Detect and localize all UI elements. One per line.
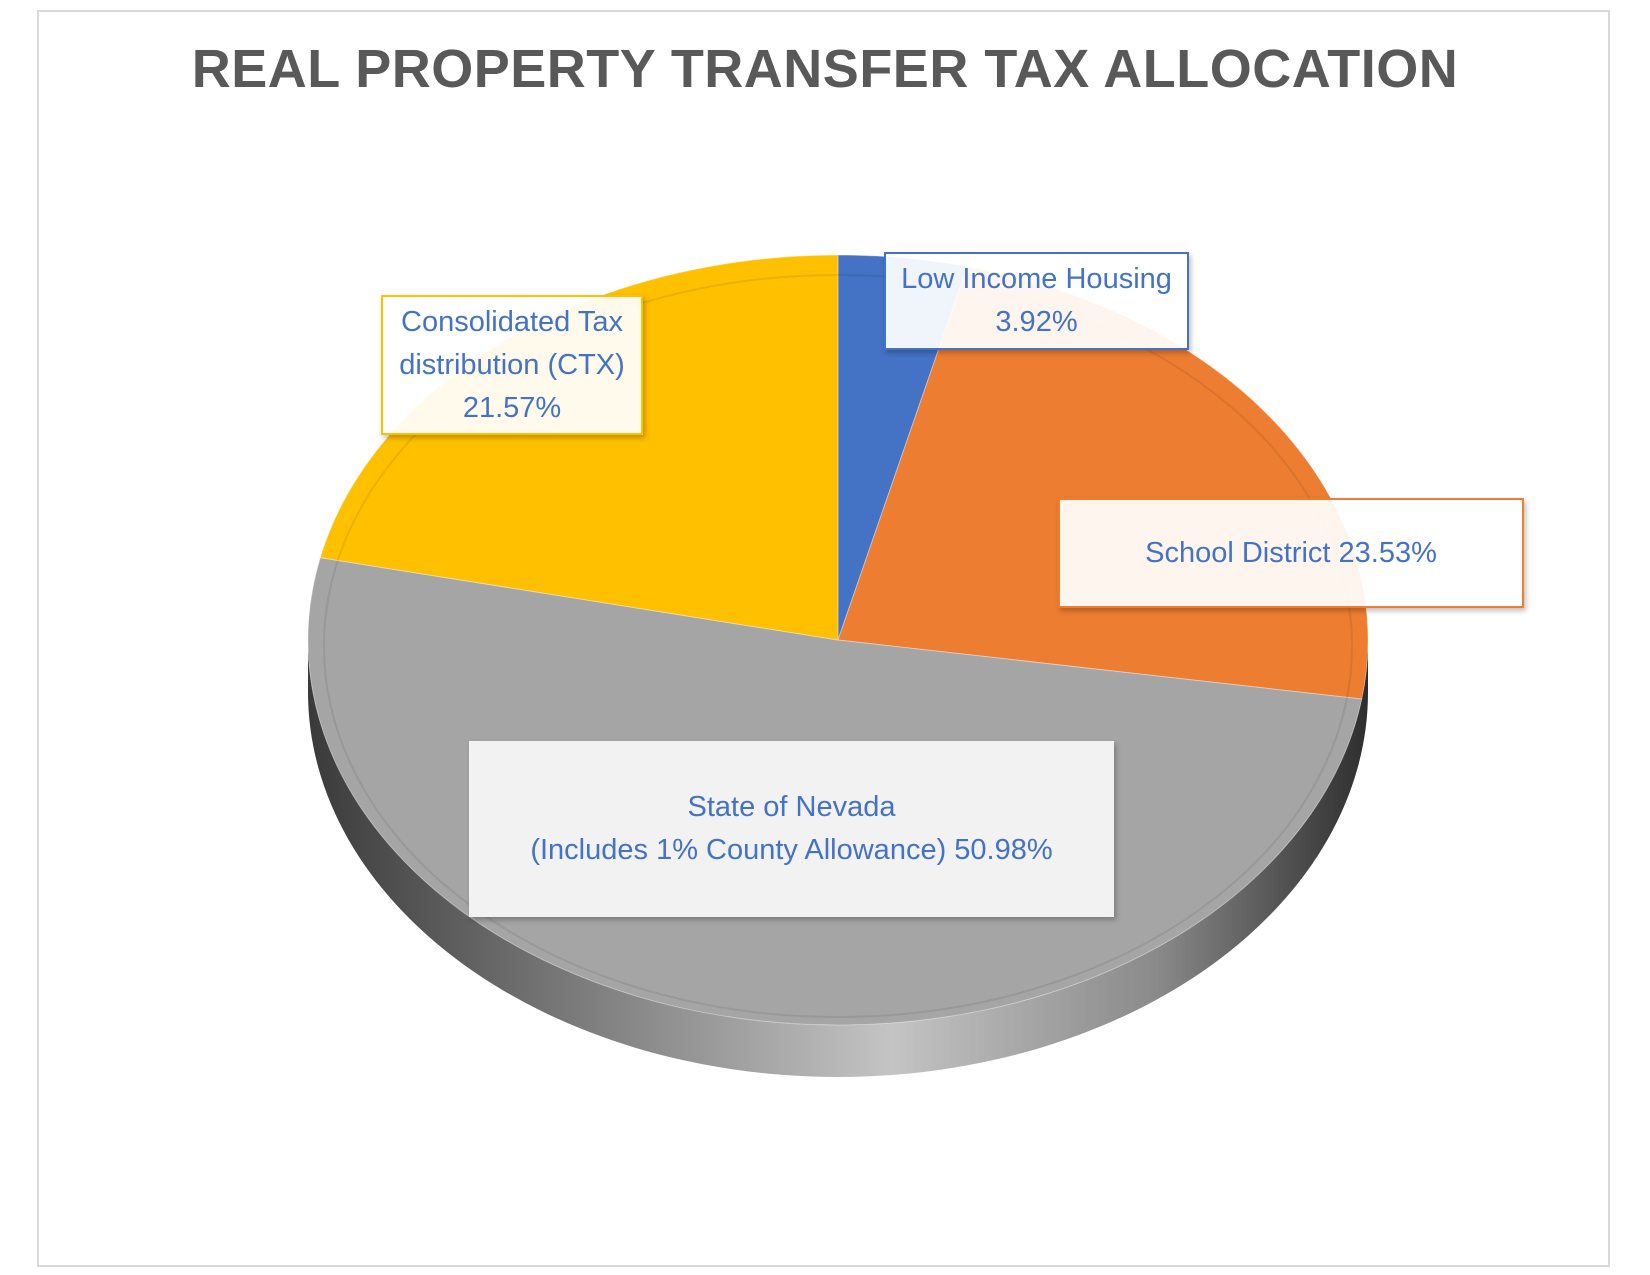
data-label-text: State of Nevada xyxy=(687,791,896,823)
data-label-text: Low Income Housing xyxy=(901,263,1172,295)
data-label-value: 21.57% xyxy=(462,391,562,424)
data-label-consolidated-tax: Consolidated Tax distribution (CTX) 21.5… xyxy=(381,295,643,435)
data-label-state-of-nevada: State of Nevada (Includes 1% County Allo… xyxy=(469,741,1114,917)
data-label-text: distribution (CTX) xyxy=(399,348,625,381)
data-label-value: (Includes 1% County Allowance) 50.98% xyxy=(530,834,1053,866)
data-label-school-district: School District 23.53% xyxy=(1058,498,1524,608)
chart-title: REAL PROPERTY TRANSFER TAX ALLOCATION xyxy=(191,39,1459,99)
data-label-text: Consolidated Tax xyxy=(401,305,623,338)
data-label-low-income-housing: Low Income Housing 3.92% xyxy=(884,252,1189,350)
pie-rim-highlight xyxy=(323,274,1353,1018)
data-label-text: School District 23.53% xyxy=(1145,536,1437,569)
data-label-value: 3.92% xyxy=(995,306,1078,338)
